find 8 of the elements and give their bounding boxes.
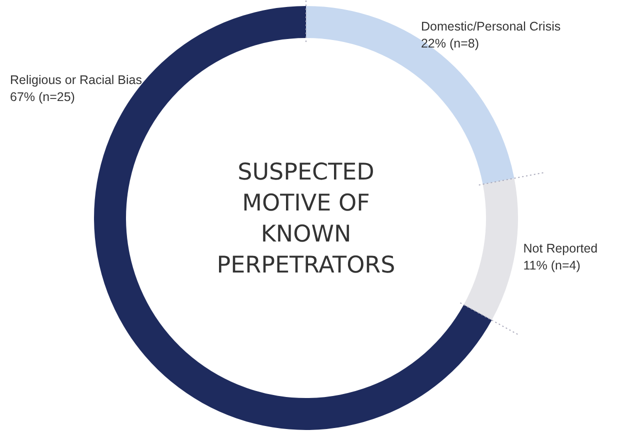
slice-label: Religious or Racial Bias — [10, 73, 142, 87]
data-label: 22% (n=8) — [420, 36, 480, 50]
slice-label: Not Reported — [523, 241, 598, 256]
slice-label: Domestic/Personal Crisis — [420, 19, 561, 34]
donut-slice — [464, 178, 518, 320]
data-label: 67% (n=25) — [10, 90, 75, 104]
text: SUSPECTED MOTIVE OF KNOWN PERPETRATORS — [216, 160, 396, 278]
data-label: 11% (n=4) — [523, 258, 580, 272]
